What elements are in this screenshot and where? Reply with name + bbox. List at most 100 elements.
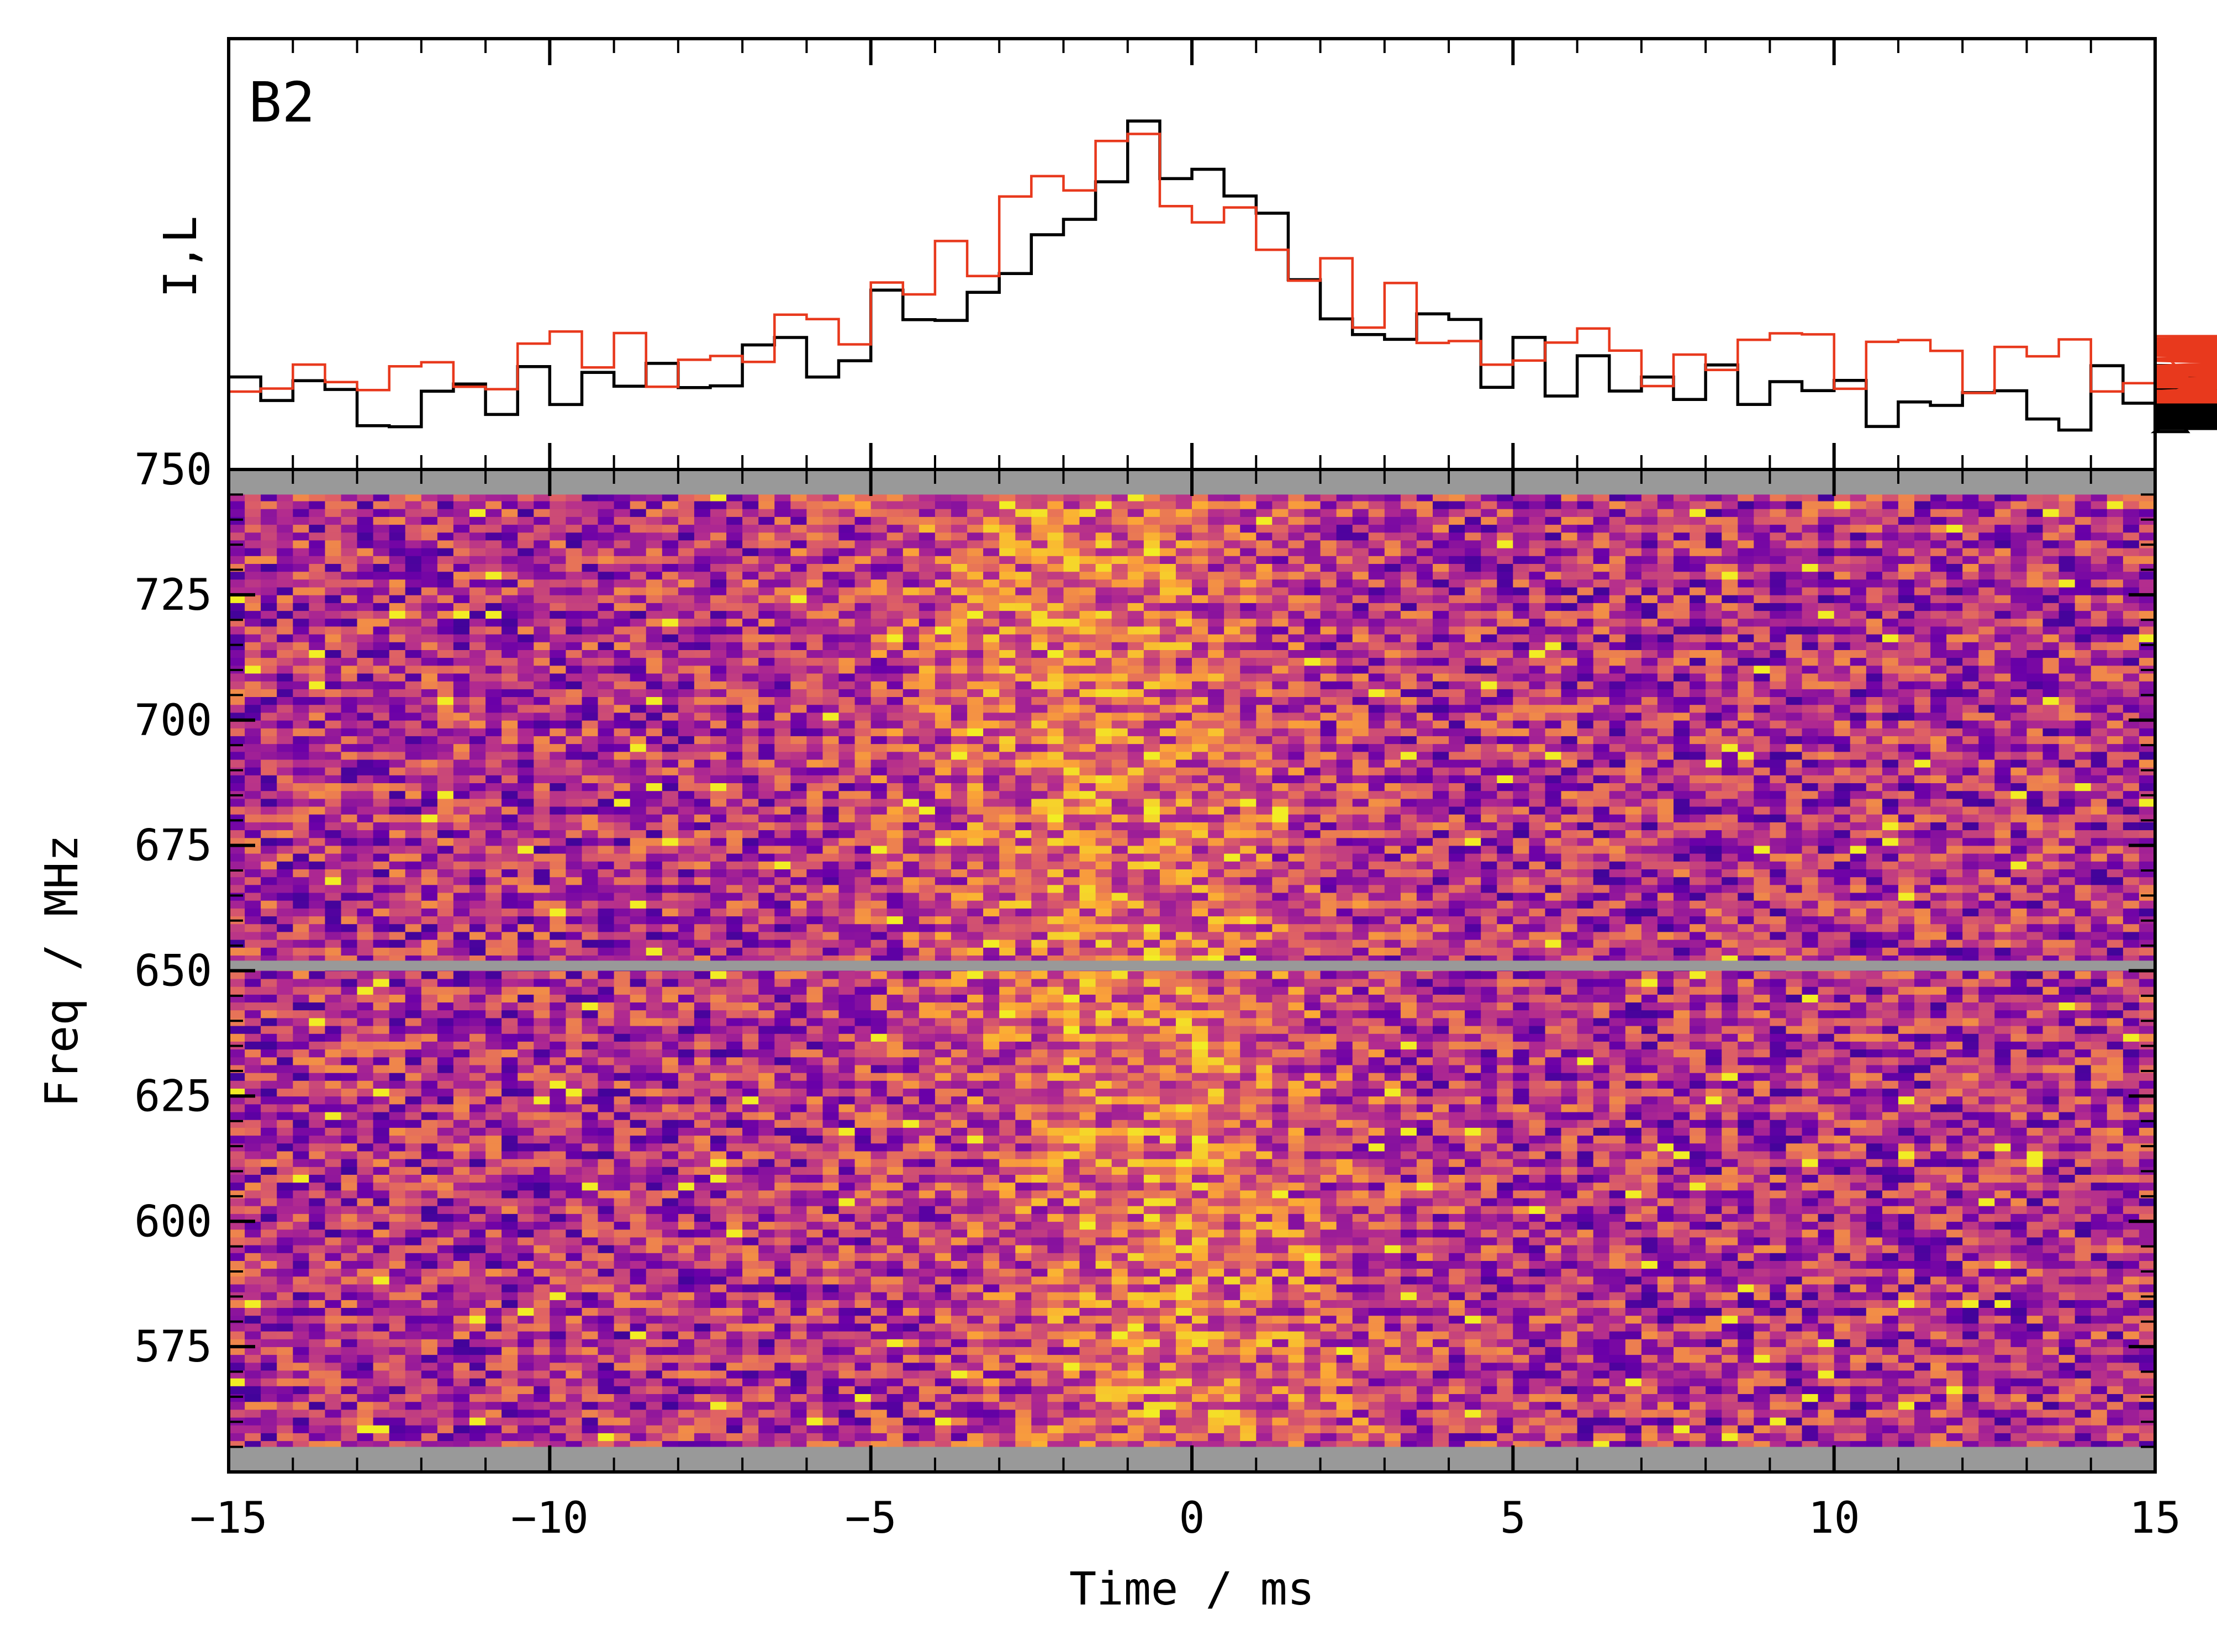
heatmap-cell [1866, 1394, 1883, 1402]
heatmap-cell [518, 1386, 535, 1394]
heatmap-cell [2123, 1253, 2140, 1261]
heatmap-cell [1095, 1362, 1112, 1371]
heatmap-cell [774, 1291, 791, 1300]
heatmap-cell [951, 1433, 968, 1442]
heatmap-cell [293, 1213, 310, 1222]
heatmap-cell [1946, 1197, 1963, 1206]
heatmap-cell [1850, 1213, 1867, 1222]
heatmap-cell [1850, 1347, 1867, 1355]
heatmap-cell [1818, 1331, 1835, 1339]
heatmap-cell [742, 1394, 759, 1402]
heatmap-cell [1449, 1315, 1465, 1324]
heatmap-cell [1898, 1401, 1915, 1410]
heatmap-cell [2091, 1244, 2108, 1253]
heatmap-cell [2107, 1197, 2124, 1206]
heatmap-cell [1465, 1291, 1481, 1300]
heatmap-cell [1240, 1260, 1257, 1269]
heatmap-cell [854, 1291, 872, 1300]
heatmap-cell [357, 1401, 374, 1410]
heatmap-cell [1192, 1197, 1208, 1206]
heatmap-cell [967, 1190, 984, 1199]
heatmap-cell [1722, 1229, 1739, 1238]
heatmap-cell [2091, 1370, 2108, 1379]
heatmap-cell [1946, 1401, 1963, 1410]
heatmap-cell [1641, 1150, 1658, 1159]
heatmap-cell [1111, 1150, 1128, 1159]
heatmap-cell [1706, 1386, 1722, 1394]
heatmap-cell [502, 1323, 518, 1332]
heatmap-cell [389, 1190, 406, 1199]
heatmap-cell [1850, 1370, 1867, 1379]
heatmap-cell [1738, 1409, 1755, 1418]
heatmap-cell [1384, 1417, 1401, 1426]
heatmap-cell [2123, 1291, 2140, 1300]
heatmap-cell [229, 1362, 245, 1371]
heatmap-cell [1272, 1244, 1289, 1253]
heatmap-cell [1818, 1338, 1835, 1347]
heatmap-cell [534, 1158, 551, 1167]
heatmap-cell [357, 1237, 374, 1245]
heatmap-cell [1384, 1158, 1401, 1167]
heatmap-cell [2123, 1424, 2140, 1433]
heatmap-cell [742, 1205, 759, 1214]
heatmap-cell [983, 1284, 1000, 1292]
heatmap-cell [325, 1338, 342, 1347]
heatmap-cell [1641, 1182, 1658, 1191]
heatmap-cell [1465, 1370, 1481, 1379]
heatmap-cell [726, 1386, 743, 1394]
heatmap-cell [1513, 1197, 1530, 1206]
heatmap-cell [1962, 1323, 1980, 1332]
heatmap-cell [2026, 1174, 2044, 1183]
heatmap-cell [1111, 1323, 1128, 1332]
heatmap-cell [1465, 1284, 1481, 1292]
heatmap-cell [1561, 1331, 1578, 1339]
heatmap-cell [1946, 1386, 1963, 1394]
heatmap-cell [566, 1150, 583, 1159]
heatmap-cell [1914, 1386, 1931, 1394]
heatmap-cell [662, 1260, 679, 1269]
heatmap-cell [967, 1182, 984, 1191]
heatmap-cell [357, 1315, 374, 1324]
heatmap-cell [726, 1291, 743, 1300]
heatmap-cell [1497, 1354, 1514, 1363]
heatmap-cell [2026, 1338, 2044, 1347]
heatmap-cell [325, 1377, 342, 1386]
heatmap-cell [1930, 1229, 1947, 1238]
heatmap-cell [229, 1221, 245, 1230]
heatmap-cell [1031, 1323, 1048, 1332]
heatmap-cell [694, 1354, 711, 1363]
heatmap-cell [357, 1377, 374, 1386]
heatmap-cell [2139, 1401, 2156, 1410]
heatmap-cell [1111, 1338, 1128, 1347]
heatmap-cell [1352, 1401, 1369, 1410]
heatmap-cell [1256, 1354, 1273, 1363]
heatmap-cell [614, 1229, 631, 1238]
heatmap-cell [1706, 1167, 1722, 1175]
heatmap-cell [2042, 1347, 2060, 1355]
heatmap-cell [1706, 1417, 1722, 1426]
heatmap-cell [1320, 1268, 1337, 1277]
heatmap-cell [2123, 1229, 2140, 1238]
heatmap-cell [1384, 1307, 1401, 1316]
heatmap-cell [1095, 1167, 1112, 1175]
heatmap-cell [277, 1315, 294, 1324]
heatmap-cell [1481, 1370, 1498, 1379]
heatmap-cell [2042, 1213, 2060, 1222]
heatmap-cell [325, 1417, 342, 1426]
heatmap-cell [1898, 1377, 1915, 1386]
heatmap-cell [1111, 1260, 1128, 1269]
heatmap-cell [694, 1150, 711, 1159]
heatmap-cell [1962, 1401, 1980, 1410]
heatmap-cell [1593, 1260, 1610, 1269]
heatmap-cell [518, 1338, 535, 1347]
heatmap-cell [1288, 1174, 1305, 1183]
heatmap-cell [1497, 1197, 1514, 1206]
heatmap-cell [1352, 1370, 1369, 1379]
heatmap-cell [1834, 1237, 1851, 1245]
heatmap-cell [1561, 1244, 1578, 1253]
heatmap-cell [1593, 1253, 1610, 1261]
heatmap-cell [2123, 1323, 2140, 1332]
heatmap-cell [838, 1221, 856, 1230]
heatmap-cell [1641, 1354, 1658, 1363]
heatmap-cell [1738, 1307, 1755, 1316]
